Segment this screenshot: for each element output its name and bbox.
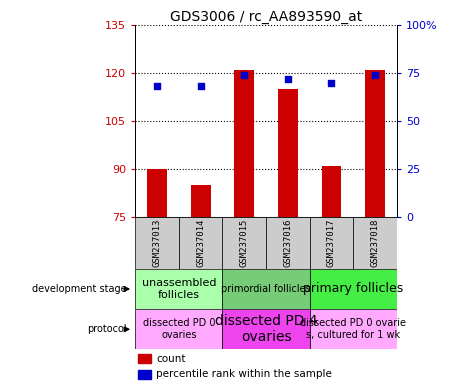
- Bar: [147, 169, 167, 217]
- Bar: [179, 217, 222, 269]
- Bar: [135, 269, 222, 309]
- Title: GDS3006 / rc_AA893590_at: GDS3006 / rc_AA893590_at: [170, 10, 362, 24]
- Bar: [138, 370, 151, 379]
- Bar: [222, 217, 266, 269]
- Bar: [278, 89, 298, 217]
- Bar: [310, 269, 397, 309]
- Bar: [191, 185, 211, 217]
- Point: [284, 76, 291, 82]
- Bar: [365, 70, 385, 217]
- Text: GSM237015: GSM237015: [240, 219, 249, 267]
- Text: GSM237017: GSM237017: [327, 219, 336, 267]
- Text: percentile rank within the sample: percentile rank within the sample: [156, 369, 332, 379]
- Point: [372, 72, 379, 78]
- Text: GSM237016: GSM237016: [283, 219, 292, 267]
- Text: dissected PD 4
ovaries: dissected PD 4 ovaries: [215, 314, 318, 344]
- Point: [197, 83, 204, 89]
- Bar: [135, 309, 222, 349]
- Text: development stage: development stage: [32, 284, 126, 294]
- Text: primordial follicles: primordial follicles: [221, 284, 311, 294]
- Text: dissected PD 0
ovaries: dissected PD 0 ovaries: [143, 318, 215, 340]
- Bar: [235, 70, 254, 217]
- Bar: [138, 354, 151, 363]
- Text: GSM237014: GSM237014: [196, 219, 205, 267]
- Point: [241, 72, 248, 78]
- Bar: [353, 217, 397, 269]
- Text: GSM237018: GSM237018: [371, 219, 380, 267]
- Bar: [222, 309, 310, 349]
- Bar: [322, 166, 341, 217]
- Point: [328, 79, 335, 86]
- Text: unassembled
follicles: unassembled follicles: [142, 278, 216, 300]
- Bar: [310, 309, 397, 349]
- Bar: [266, 217, 310, 269]
- Text: protocol: protocol: [87, 324, 126, 334]
- Bar: [222, 269, 310, 309]
- Text: primary follicles: primary follicles: [303, 283, 403, 295]
- Point: [153, 83, 161, 89]
- Bar: [135, 217, 179, 269]
- Bar: [310, 217, 353, 269]
- Text: count: count: [156, 354, 186, 364]
- Text: GSM237013: GSM237013: [152, 219, 161, 267]
- Text: dissected PD 0 ovarie
s, cultured for 1 wk: dissected PD 0 ovarie s, cultured for 1 …: [300, 318, 406, 340]
